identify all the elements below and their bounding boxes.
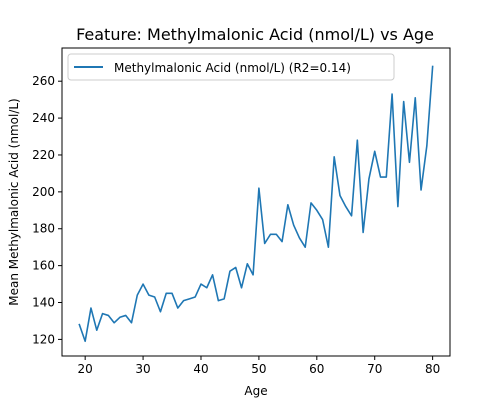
plot-frame <box>61 47 451 357</box>
x-tick-label: 60 <box>309 362 324 376</box>
legend-label: Methylmalonic Acid (nmol/L) (R2=0.14) <box>114 61 351 75</box>
x-tick-label: 70 <box>367 362 382 376</box>
x-axis: 20 30 40 50 60 70 80 <box>78 356 440 376</box>
y-tick-label: 120 <box>32 332 55 346</box>
series-layer <box>78 65 434 343</box>
x-tick-label: 80 <box>425 362 440 376</box>
y-tick-label: 160 <box>32 259 55 273</box>
chart-title: Feature: Methylmalonic Acid (nmol/L) vs … <box>76 25 434 44</box>
y-tick-label: 140 <box>32 296 55 310</box>
y-tick-label: 260 <box>32 74 55 88</box>
legend: Methylmalonic Acid (nmol/L) (R2=0.14) <box>67 53 395 81</box>
y-tick-label: 240 <box>32 111 55 125</box>
y-axis: 120 140 160 180 200 220 240 260 <box>32 74 62 346</box>
y-tick-label: 220 <box>32 148 55 162</box>
x-axis-label: Age <box>244 384 267 398</box>
y-tick-label: 180 <box>32 222 55 236</box>
x-tick-label: 50 <box>251 362 266 376</box>
series-line <box>78 65 434 343</box>
y-axis-label: Mean Methylmalonic Acid (nmol/L) <box>7 98 21 306</box>
legend-box <box>67 53 395 81</box>
x-tick-label: 30 <box>135 362 150 376</box>
x-tick-label: 20 <box>78 362 93 376</box>
x-tick-label: 40 <box>193 362 208 376</box>
y-tick-label: 200 <box>32 185 55 199</box>
